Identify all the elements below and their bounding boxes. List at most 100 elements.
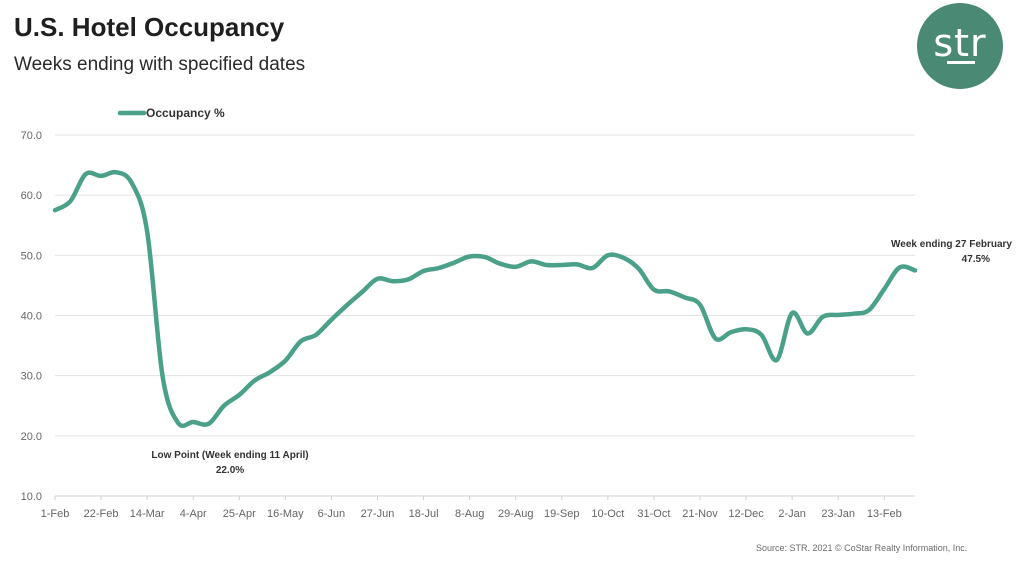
data-point (422, 269, 426, 273)
latest-week-annotation-value: 47.5% (962, 254, 990, 265)
data-point (84, 172, 88, 176)
data-point (299, 339, 303, 343)
data-point (130, 181, 134, 185)
data-point (913, 268, 917, 272)
data-point (867, 308, 871, 312)
data-point (759, 333, 763, 337)
data-point (314, 333, 318, 337)
data-point (360, 290, 364, 294)
data-point (237, 393, 241, 397)
annotations: Low Point (Week ending 11 April) 22.0% W… (151, 239, 1012, 476)
chart-title: U.S. Hotel Occupancy (14, 12, 285, 42)
data-point (376, 277, 380, 281)
legend-label: Occupancy % (146, 106, 225, 120)
data-point (391, 279, 395, 283)
str-logo-underline (947, 61, 975, 64)
y-tick-label: 70.0 (21, 130, 42, 142)
data-point (606, 253, 610, 257)
x-tick-label: 22-Feb (84, 508, 119, 520)
data-point (468, 255, 472, 259)
x-tick-label: 16-May (267, 508, 304, 520)
x-tick-label: 10-Oct (591, 508, 624, 520)
data-point (253, 378, 257, 382)
data-point (652, 288, 656, 292)
data-point (283, 359, 287, 363)
data-point (698, 303, 702, 307)
data-point (53, 208, 57, 212)
data-point (729, 330, 733, 334)
x-tick-label: 2-Jan (778, 508, 806, 520)
data-point (790, 311, 794, 315)
data-point (775, 358, 779, 362)
x-tick-label: 25-Apr (223, 508, 256, 520)
data-point (452, 261, 456, 265)
low-point-annotation-value: 22.0% (216, 465, 244, 476)
y-tick-label: 40.0 (21, 311, 42, 323)
data-point (437, 266, 441, 270)
chart-subtitle: Weeks ending with specified dates (14, 54, 306, 75)
low-point-annotation-label: Low Point (Week ending 11 April) (151, 450, 308, 461)
data-point (483, 255, 487, 259)
data-point (852, 312, 856, 316)
data-point (498, 262, 502, 266)
data-point (575, 262, 579, 266)
x-tick-label: 29-Aug (498, 508, 533, 520)
y-axis-ticks: 70.0 60.0 50.0 40.0 30.0 20.0 10.0 (21, 130, 42, 503)
str-logo-text: str (933, 21, 987, 65)
data-point (207, 422, 211, 426)
y-tick-label: 10.0 (21, 491, 42, 503)
data-point (406, 277, 410, 281)
data-point (268, 370, 272, 374)
grid-lines (55, 134, 915, 497)
x-tick-label: 8-Aug (455, 508, 484, 520)
data-point (560, 263, 564, 267)
data-point (821, 315, 825, 319)
data-point (99, 174, 103, 178)
y-tick-label: 50.0 (21, 250, 42, 262)
x-tick-label: 13-Feb (867, 508, 902, 520)
x-tick-label: 19-Sep (544, 508, 579, 520)
data-point (514, 265, 518, 269)
y-tick-label: 20.0 (21, 431, 42, 443)
str-logo: str (917, 3, 1003, 89)
x-tick-label: 18-Jul (409, 508, 439, 520)
data-point (806, 332, 810, 336)
occupancy-series-line (52, 169, 918, 428)
x-tick-label: 21-Nov (682, 508, 718, 520)
data-point (882, 287, 886, 291)
data-point (176, 421, 180, 425)
x-tick-label: 23-Jan (821, 508, 855, 520)
data-point (713, 336, 717, 340)
data-point (222, 404, 226, 408)
data-point (191, 420, 195, 424)
data-point (161, 374, 165, 378)
x-tick-label: 6-Jun (318, 508, 346, 520)
data-point (145, 229, 149, 233)
series-points (53, 170, 917, 425)
source-note: Source: STR. 2021 © CoStar Realty Inform… (756, 543, 968, 553)
x-tick-label: 14-Mar (130, 508, 165, 520)
data-point (591, 266, 595, 270)
data-point (345, 303, 349, 307)
y-tick-label: 30.0 (21, 371, 42, 383)
data-point (683, 295, 687, 299)
data-point (637, 267, 641, 271)
data-point (529, 259, 533, 263)
data-point (68, 199, 72, 203)
data-point (114, 170, 118, 174)
data-point (836, 313, 840, 317)
data-point (544, 263, 548, 267)
data-point (667, 289, 671, 293)
x-tick-label: 4-Apr (180, 508, 207, 520)
data-point (898, 265, 902, 269)
data-point (329, 318, 333, 322)
data-point (621, 256, 625, 260)
data-point (744, 327, 748, 331)
x-tick-label: 27-Jun (361, 508, 395, 520)
y-tick-label: 60.0 (21, 190, 42, 202)
x-axis-ticks: 1-Feb 22-Feb 14-Mar 4-Apr 25-Apr 16-May 6-Jun 2… (41, 496, 902, 520)
x-tick-label: 31-Oct (637, 508, 670, 520)
legend: Occupancy % (117, 106, 225, 120)
latest-week-annotation-label: Week ending 27 February (891, 239, 1012, 250)
